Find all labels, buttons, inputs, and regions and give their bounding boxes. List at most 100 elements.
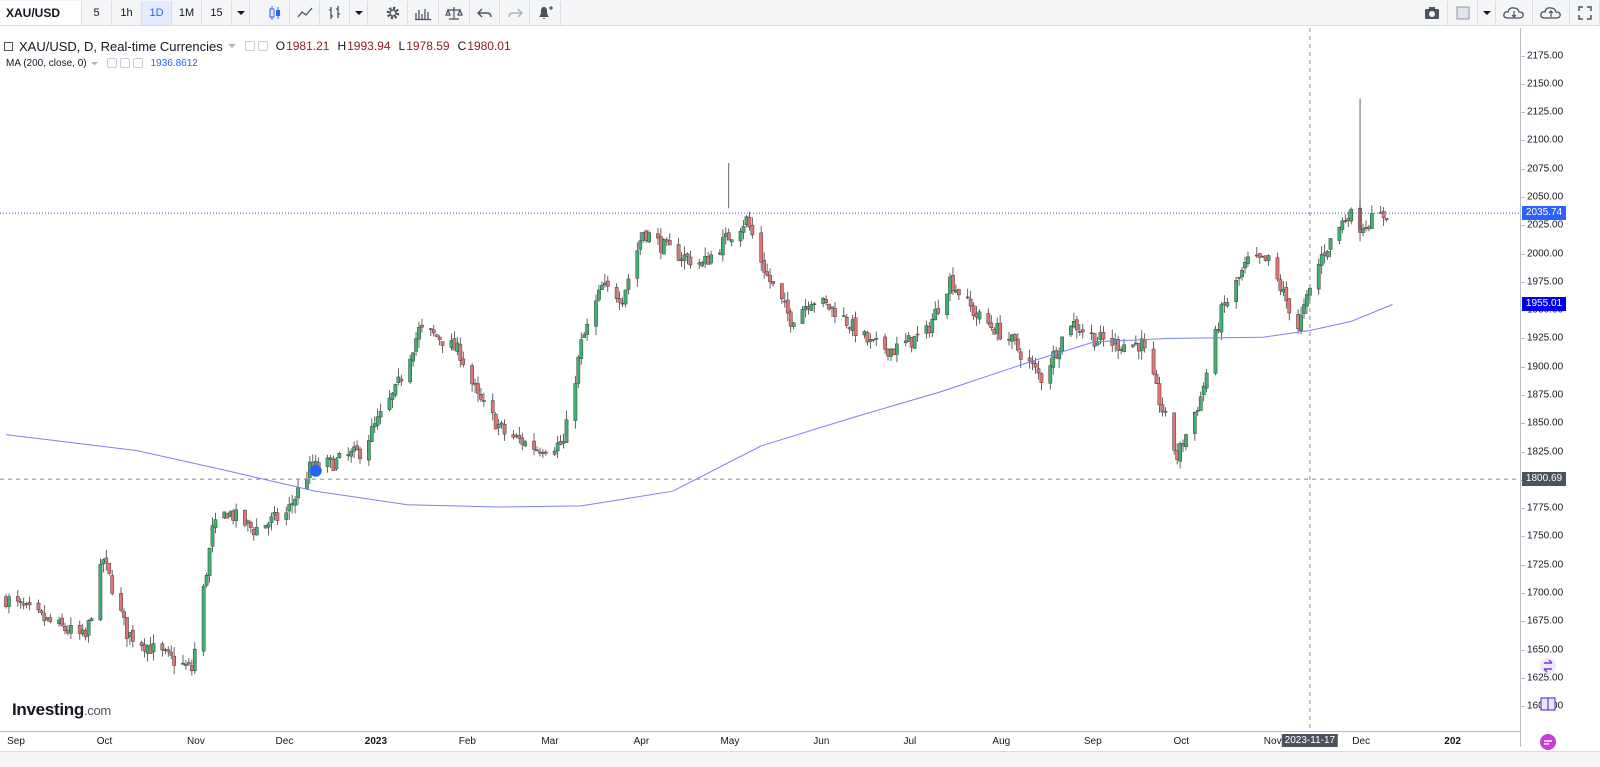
candle xyxy=(254,518,259,536)
candle xyxy=(535,446,539,452)
candle-body-down xyxy=(110,575,115,594)
candle-body-up xyxy=(390,392,395,400)
redo-button[interactable] xyxy=(500,0,530,25)
snapshot-button[interactable] xyxy=(1417,0,1448,25)
candle-body-up xyxy=(1302,304,1306,314)
price-tick-label: 2075.00 xyxy=(1527,163,1564,175)
candle-body-up xyxy=(254,527,259,536)
candle xyxy=(502,419,507,441)
widget-book-icon[interactable] xyxy=(1538,694,1558,714)
candle-body-down xyxy=(434,334,439,337)
candle-body-up xyxy=(1234,279,1239,302)
undo-button[interactable] xyxy=(470,0,500,25)
fullscreen-icon xyxy=(1577,5,1592,20)
candle-body-up xyxy=(378,411,383,418)
time-tick-label: Nov xyxy=(1263,736,1282,747)
interval-dropdown-button[interactable] xyxy=(232,0,250,25)
style-dropdown-button[interactable] xyxy=(350,0,368,25)
fullscreen-button[interactable] xyxy=(1570,0,1600,25)
time-axis[interactable]: Sep Oct Nov Dec 2023 Feb Mar Apr May Jun Jul Aug Sep… xyxy=(0,731,1520,751)
interval-1m-button[interactable]: 1M xyxy=(172,0,202,25)
candle-body-up xyxy=(868,339,873,342)
candle-body-up xyxy=(903,340,908,344)
candle xyxy=(213,512,218,534)
price-axis[interactable]: 2175.00 2150.00 2125.00 2100.00 2075.00 2050.… xyxy=(1520,28,1600,747)
price-tick-mark xyxy=(1521,83,1525,85)
layout-button[interactable] xyxy=(1448,0,1478,25)
candle-body-down xyxy=(1287,298,1292,314)
compare-button[interactable] xyxy=(439,0,470,25)
ma-remove-toggle[interactable] xyxy=(132,58,143,68)
candle-body-up xyxy=(738,231,743,242)
price-tick-label: 1775.00 xyxy=(1527,502,1564,514)
candle xyxy=(1381,206,1386,226)
candle-body-up xyxy=(1243,261,1247,269)
candle xyxy=(555,436,560,458)
area-style-button[interactable] xyxy=(290,0,320,25)
candle xyxy=(1195,406,1200,416)
candle xyxy=(605,275,610,292)
candle xyxy=(1325,250,1330,261)
layout-dropdown-button[interactable] xyxy=(1478,0,1496,25)
candle xyxy=(965,288,970,300)
price-tick-mark xyxy=(1521,196,1525,198)
candle-body-down xyxy=(517,435,522,439)
candle-body-up xyxy=(89,618,94,622)
candle-body-up xyxy=(930,318,935,333)
candles-style-button[interactable] xyxy=(260,0,290,25)
candle xyxy=(1030,355,1035,371)
candle xyxy=(656,228,660,245)
chevron-down-icon[interactable] xyxy=(90,60,99,67)
interval-5m-button[interactable]: 5 xyxy=(82,0,112,25)
series-settings-toggle[interactable] xyxy=(257,41,268,51)
chevron-down-icon[interactable] xyxy=(227,42,237,50)
widget-swap-icon[interactable] xyxy=(1538,656,1558,676)
candle-body-down xyxy=(42,613,47,622)
candle-body-down xyxy=(36,602,41,611)
indicators-button[interactable] xyxy=(408,0,439,25)
candle-body-up xyxy=(662,239,666,255)
candle xyxy=(1057,347,1062,368)
ma-settings-toggle[interactable] xyxy=(119,58,130,68)
interval-1h-button[interactable]: 1h xyxy=(112,0,142,25)
candle xyxy=(930,313,935,338)
price-tick-mark xyxy=(1521,451,1525,453)
candle xyxy=(86,619,91,643)
candle-body-up xyxy=(1178,443,1182,462)
candle-body-down xyxy=(139,642,144,646)
price-tick-label: 2175.00 xyxy=(1527,50,1564,61)
bars-style-button[interactable] xyxy=(320,0,350,25)
interval-15-button[interactable]: 15 xyxy=(202,0,232,25)
symbol-search-input[interactable]: XAU/USD xyxy=(0,0,82,25)
series-visibility-toggle[interactable] xyxy=(244,41,255,51)
time-tick-label: Dec xyxy=(1352,736,1371,747)
candle-body-down xyxy=(48,617,53,622)
price-tick-mark xyxy=(1521,366,1525,368)
collapse-legend-toggle[interactable] xyxy=(4,41,13,51)
price-tick-mark xyxy=(1521,253,1525,255)
candle-body-up xyxy=(482,400,486,402)
chart-pane[interactable] xyxy=(0,28,1520,731)
candle xyxy=(160,641,165,657)
chevron-down-icon xyxy=(1482,10,1491,15)
candle-body-up xyxy=(1195,410,1200,412)
candle-body-up xyxy=(1343,220,1348,222)
save-chart-button[interactable] xyxy=(1533,0,1570,25)
candle xyxy=(579,332,584,365)
interval-1d-button[interactable]: 1D xyxy=(142,0,172,25)
candle-body-down xyxy=(1172,412,1177,451)
candle-body-down xyxy=(63,625,67,631)
candle-body-up xyxy=(201,586,206,652)
candle xyxy=(496,418,501,436)
candle xyxy=(169,645,174,660)
widget-chat-icon[interactable] xyxy=(1538,732,1558,752)
candle xyxy=(1237,276,1241,286)
chart-toolbar: XAU/USD 5 1h 1D 1M 15 xyxy=(0,0,1600,26)
ma-visibility-toggle[interactable] xyxy=(106,58,117,68)
candle-body-up xyxy=(800,309,805,324)
candle xyxy=(479,387,483,403)
price-tick-mark xyxy=(1521,55,1525,57)
settings-button[interactable] xyxy=(378,0,408,25)
alert-button[interactable] xyxy=(530,0,561,25)
load-chart-button[interactable] xyxy=(1496,0,1533,25)
